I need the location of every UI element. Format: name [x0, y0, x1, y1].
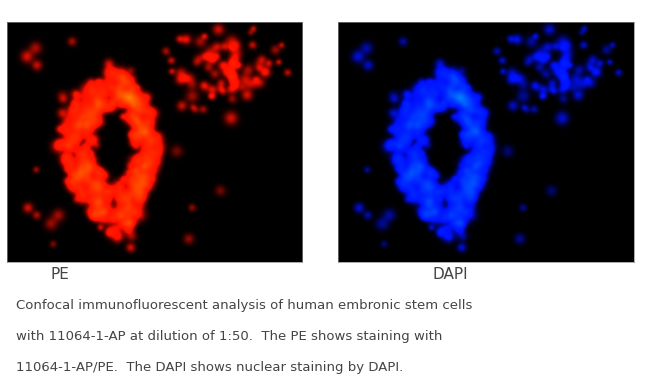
Text: with 11064-1-AP at dilution of 1:50.  The PE shows staining with: with 11064-1-AP at dilution of 1:50. The…: [16, 330, 443, 343]
Text: DAPI: DAPI: [432, 267, 468, 282]
Text: 11064-1-AP/PE.  The DAPI shows nuclear staining by DAPI.: 11064-1-AP/PE. The DAPI shows nuclear st…: [16, 361, 404, 374]
Text: PE: PE: [50, 267, 69, 282]
Text: Confocal immunofluorescent analysis of human embronic stem cells: Confocal immunofluorescent analysis of h…: [16, 299, 473, 312]
